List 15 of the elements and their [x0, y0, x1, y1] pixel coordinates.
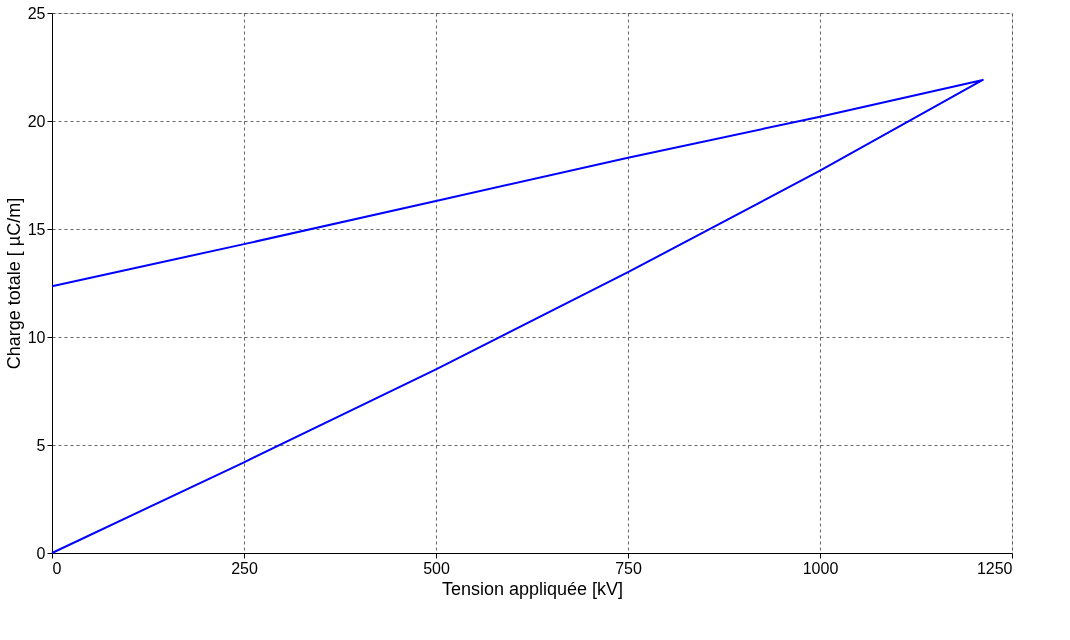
y-tick-label: 20: [27, 112, 46, 130]
x-tick-label: 0: [52, 559, 62, 577]
y-axis-title: Charge totale [ µC/m]: [3, 197, 24, 370]
x-tick-label: 1250: [976, 559, 1013, 577]
x-tick-label: 1000: [802, 559, 839, 577]
y-tick-label: 10: [27, 328, 46, 346]
y-tick-label: 5: [36, 436, 46, 454]
y-tick-label: 25: [27, 4, 46, 22]
y-tick-label: 15: [27, 220, 46, 238]
x-tick-label: 250: [231, 559, 258, 577]
line-series: [51, 78, 984, 554]
x-tick-label: 750: [615, 559, 642, 577]
x-axis-title: Tension appliquée [kV]: [441, 578, 624, 599]
x-tick-label: 500: [423, 559, 450, 577]
y-tick-label: 0: [36, 544, 46, 562]
